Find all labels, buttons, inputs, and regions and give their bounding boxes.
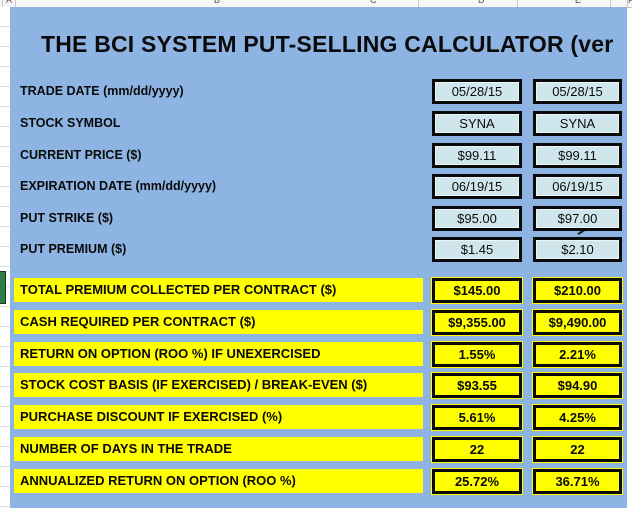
column-divider — [517, 0, 518, 7]
column-divider — [610, 0, 611, 7]
cell-total-premium-1[interactable]: $145.00 — [431, 277, 523, 304]
row-cash-required: CASH REQUIRED PER CONTRACT ($) $9,355.00… — [0, 309, 632, 336]
cell-roo-unexercised-1[interactable]: 1.55% — [431, 341, 523, 368]
row-cost-basis: STOCK COST BASIS (IF EXERCISED) / BREAK-… — [0, 372, 632, 399]
column-header-c[interactable]: C — [370, 0, 377, 5]
row-total-premium: TOTAL PREMIUM COLLECTED PER CONTRACT ($)… — [0, 277, 632, 304]
cell-expiration-date-1[interactable]: 06/19/15 — [432, 174, 522, 199]
cell-annualized-roo-2[interactable]: 36.71% — [532, 468, 623, 495]
row-label: PUT STRIKE ($) — [20, 211, 114, 225]
page-title: THE BCI SYSTEM PUT-SELLING CALCULATOR (v… — [41, 31, 614, 57]
row-label: RETURN ON OPTION (ROO %) IF UNEXERCISED — [14, 342, 423, 366]
row-label: STOCK COST BASIS (IF EXERCISED) / BREAK-… — [14, 373, 423, 397]
cell-days-in-trade-2[interactable]: 22 — [532, 436, 623, 463]
row-label: CURRENT PRICE ($) — [20, 148, 142, 162]
cell-stock-symbol-1[interactable]: SYNA — [432, 111, 522, 136]
cell-annualized-roo-1[interactable]: 25.72% — [431, 468, 523, 495]
row-label: PUT PREMIUM ($) — [20, 242, 127, 256]
green-cell-marker — [0, 271, 6, 304]
column-header-f[interactable]: F — [628, 0, 632, 5]
column-divider — [627, 0, 628, 7]
cell-cash-required-1[interactable]: $9,355.00 — [431, 309, 523, 336]
cell-cash-required-2[interactable]: $9,490.00 — [532, 309, 623, 336]
row-label: CASH REQUIRED PER CONTRACT ($) — [14, 310, 423, 334]
cell-trade-date-2[interactable]: 05/28/15 — [533, 79, 622, 104]
cell-current-price-1[interactable]: $99.11 — [432, 143, 522, 168]
cell-put-premium-1[interactable]: $1.45 — [432, 237, 522, 262]
row-gutter — [0, 7, 10, 508]
cell-roo-unexercised-2[interactable]: 2.21% — [532, 341, 623, 368]
row-label: NUMBER OF DAYS IN THE TRADE — [14, 437, 423, 461]
cell-purchase-discount-1[interactable]: 5.61% — [431, 404, 523, 431]
row-current-price: CURRENT PRICE ($) $99.11 $99.11 — [0, 143, 632, 168]
row-label: ANNUALIZED RETURN ON OPTION (ROO %) — [14, 469, 423, 493]
row-expiration-date: EXPIRATION DATE (mm/dd/yyyy) 06/19/15 06… — [0, 174, 632, 199]
row-label: TOTAL PREMIUM COLLECTED PER CONTRACT ($) — [14, 278, 423, 302]
cell-put-strike-2[interactable]: $97.00 — [533, 206, 622, 231]
cell-current-price-2[interactable]: $99.11 — [533, 143, 622, 168]
cell-purchase-discount-2[interactable]: 4.25% — [532, 404, 623, 431]
row-trade-date: TRADE DATE (mm/dd/yyyy) 05/28/15 05/28/1… — [0, 79, 632, 104]
row-label: EXPIRATION DATE (mm/dd/yyyy) — [20, 179, 217, 193]
cell-days-in-trade-1[interactable]: 22 — [431, 436, 523, 463]
row-put-strike: PUT STRIKE ($) $95.00 $97.00 — [0, 206, 632, 231]
row-purchase-discount: PURCHASE DISCOUNT IF EXERCISED (%) 5.61%… — [0, 404, 632, 431]
column-divider — [418, 0, 419, 7]
column-header-e[interactable]: E — [575, 0, 582, 5]
cell-stock-symbol-2[interactable]: SYNA — [533, 111, 622, 136]
column-header-a[interactable]: A — [6, 0, 13, 5]
column-divider — [2, 0, 3, 7]
column-header-b[interactable]: B — [214, 0, 221, 5]
cell-put-strike-1[interactable]: $95.00 — [432, 206, 522, 231]
row-annualized-roo: ANNUALIZED RETURN ON OPTION (ROO %) 25.7… — [0, 468, 632, 495]
column-header-d[interactable]: D — [478, 0, 485, 5]
cell-cost-basis-1[interactable]: $93.55 — [431, 372, 523, 399]
cell-expiration-date-2[interactable]: 06/19/15 — [533, 174, 622, 199]
cell-total-premium-2[interactable]: $210.00 — [532, 277, 623, 304]
cell-trade-date-1[interactable]: 05/28/15 — [432, 79, 522, 104]
row-label: PURCHASE DISCOUNT IF EXERCISED (%) — [14, 405, 423, 429]
row-roo-unexercised: RETURN ON OPTION (ROO %) IF UNEXERCISED … — [0, 341, 632, 368]
cell-cost-basis-2[interactable]: $94.90 — [532, 372, 623, 399]
row-stock-symbol: STOCK SYMBOL SYNA SYNA — [0, 111, 632, 136]
column-divider — [15, 0, 16, 7]
row-days-in-trade: NUMBER OF DAYS IN THE TRADE 22 22 — [0, 436, 632, 463]
cell-put-premium-2[interactable]: $2.10 — [533, 237, 622, 262]
row-label: STOCK SYMBOL — [20, 116, 121, 130]
row-label: TRADE DATE (mm/dd/yyyy) — [20, 84, 184, 98]
row-put-premium: PUT PREMIUM ($) $1.45 $2.10 — [0, 237, 632, 262]
